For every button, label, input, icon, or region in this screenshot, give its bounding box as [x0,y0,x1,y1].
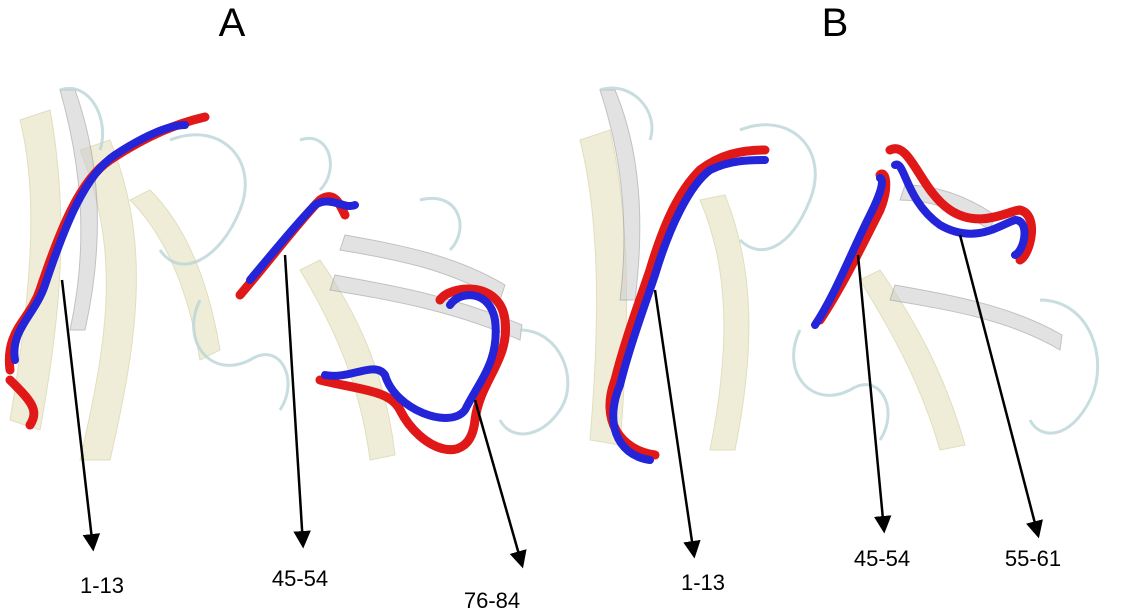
region-label: 1-13 [681,570,725,595]
region-label: 55-61 [1005,546,1061,571]
panel-label: A [219,1,246,45]
region-label: 45-54 [272,566,328,591]
structure-a [4,86,570,461]
arrows [60,234,1043,569]
panel-label: B [822,1,849,45]
structure-b [579,86,1100,464]
region-label: 1-13 [80,573,124,598]
region-label: 45-54 [854,546,910,571]
region-label: 76-84 [464,588,520,612]
